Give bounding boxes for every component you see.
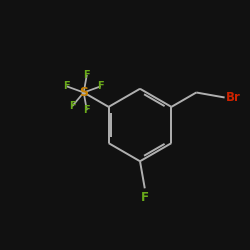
Text: F: F <box>69 101 75 111</box>
Text: F: F <box>141 191 149 204</box>
Text: F: F <box>97 81 104 91</box>
Text: F: F <box>84 105 90 115</box>
Text: F: F <box>84 70 90 80</box>
Text: S: S <box>79 86 88 99</box>
Text: F: F <box>64 81 70 91</box>
Text: Br: Br <box>226 91 241 104</box>
